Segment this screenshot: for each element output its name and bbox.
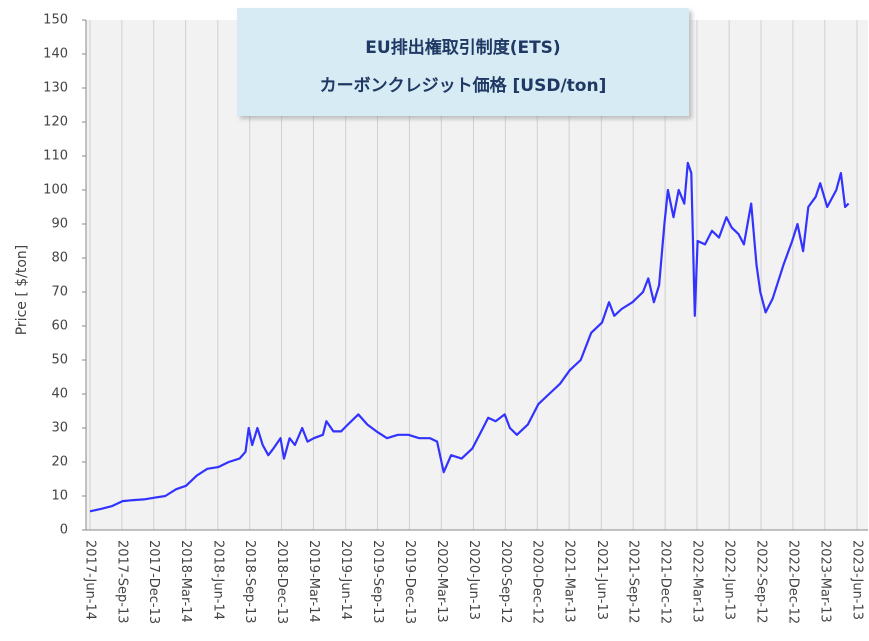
x-tick-label: 2021-Mar-13 — [562, 540, 577, 623]
y-tick-label: 30 — [51, 421, 68, 436]
x-tick-label: 2020-Dec-12 — [530, 540, 545, 624]
y-tick-label: 80 — [51, 251, 68, 266]
x-tick-label: 2018-Jun-14 — [210, 540, 225, 620]
y-tick-label: 60 — [51, 319, 68, 334]
x-tick-label: 2019-Jun-14 — [338, 540, 353, 620]
y-tick-label: 140 — [43, 47, 68, 62]
x-tick-label: 2018-Mar-14 — [178, 540, 193, 623]
chart-title: EU排出権取引制度(ETS) — [365, 37, 560, 58]
x-tick-label: 2017-Dec-13 — [146, 540, 161, 624]
x-tick-label: 2020-Jun-13 — [466, 540, 481, 620]
x-tick-label: 2018-Sep-13 — [242, 540, 257, 624]
x-tick-label: 2020-Mar-13 — [434, 540, 449, 623]
x-tick-label: 2021-Sep-12 — [626, 540, 641, 624]
y-tick-label: 10 — [51, 489, 68, 504]
y-axis-label: Price [ $/ton] — [14, 245, 30, 336]
y-tick-label: 40 — [51, 387, 68, 402]
x-tick-label: 2020-Sep-12 — [498, 540, 513, 624]
x-tick-label: 2022-Jun-13 — [722, 540, 737, 620]
y-tick-label: 90 — [51, 217, 68, 232]
y-tick-label: 120 — [43, 115, 68, 130]
y-tick-label: 50 — [51, 353, 68, 368]
y-tick-label: 130 — [43, 81, 68, 96]
x-tick-label: 2023-Jun-13 — [850, 540, 865, 620]
y-tick-label: 150 — [43, 13, 68, 28]
x-tick-label: 2021-Jun-13 — [594, 540, 609, 620]
x-tick-label: 2018-Dec-13 — [274, 540, 289, 624]
x-tick-label: 2023-Mar-13 — [817, 540, 832, 623]
x-tick-label: 2022-Sep-12 — [754, 540, 769, 624]
y-tick-label: 110 — [43, 149, 68, 164]
x-tick-label: 2022-Dec-12 — [785, 540, 800, 624]
x-tick-label: 2017-Sep-13 — [114, 540, 129, 624]
x-tick-label: 2022-Mar-13 — [689, 540, 704, 623]
y-tick-label: 0 — [60, 523, 68, 538]
x-tick-label: 2019-Dec-13 — [402, 540, 417, 624]
x-tick-label: 2021-Dec-12 — [658, 540, 673, 624]
chart-subtitle: カーボンクレジット価格 [USD/ton] — [320, 75, 607, 96]
price-line — [89, 161, 850, 513]
title-box — [237, 8, 689, 116]
x-tick-label: 2017-Jun-14 — [83, 540, 98, 620]
y-tick-label: 20 — [51, 455, 68, 470]
x-tick-label: 2019-Sep-13 — [370, 540, 385, 624]
y-tick-label: 70 — [51, 285, 68, 300]
y-tick-label: 100 — [43, 183, 68, 198]
x-tick-label: 2019-Mar-14 — [306, 540, 321, 623]
